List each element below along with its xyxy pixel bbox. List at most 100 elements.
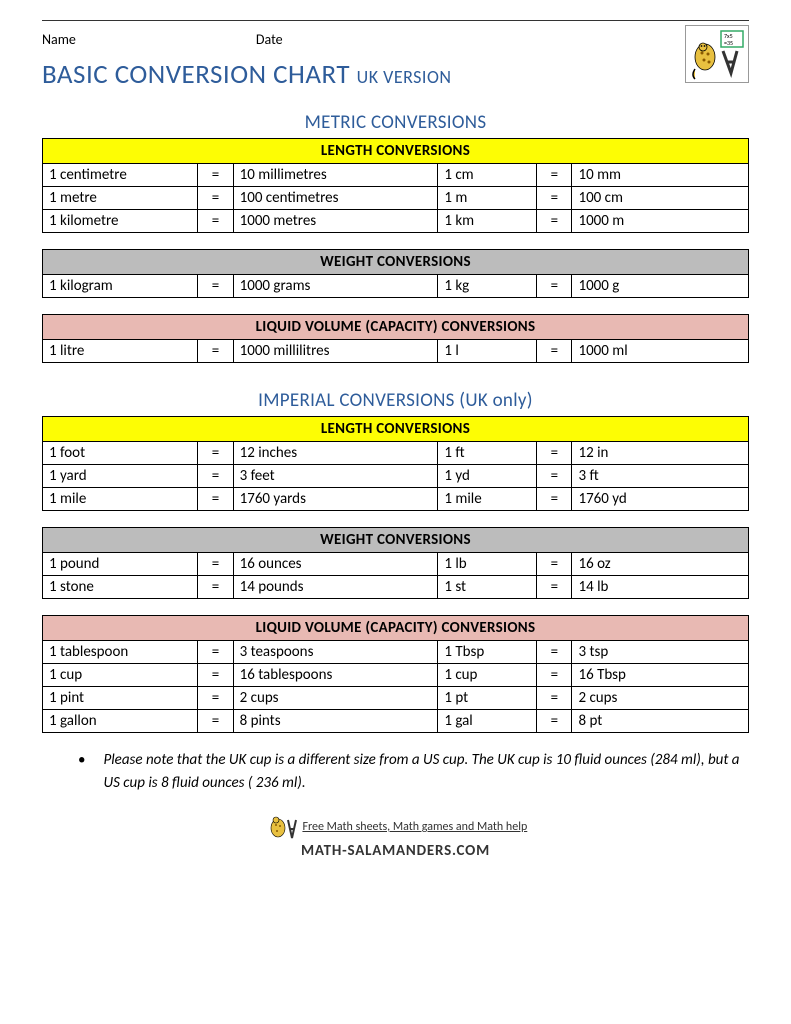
table-cell: = [537, 210, 572, 233]
table-cell: 3 teaspoons [233, 641, 438, 664]
conversion-table: LENGTH CONVERSIONS1 foot=12 inches1 ft=1… [42, 416, 749, 511]
table-cell: = [198, 340, 233, 363]
table-cell: 1 mile [43, 488, 198, 511]
table-cell: 1000 millilitres [233, 340, 438, 363]
section-heading: IMPERIAL CONVERSIONS (UK only) [42, 389, 749, 412]
table-header: WEIGHT CONVERSIONS [43, 528, 749, 553]
table-cell: = [537, 687, 572, 710]
table-row: 1 pint=2 cups1 pt=2 cups [43, 687, 749, 710]
table-cell: 1000 ml [572, 340, 749, 363]
table-cell: 1 kg [438, 275, 537, 298]
section-heading: METRIC CONVERSIONS [42, 111, 749, 134]
conversion-table: WEIGHT CONVERSIONS1 kilogram=1000 grams1… [42, 249, 749, 298]
table-row: 1 kilometre=1000 metres1 km=1000 m [43, 210, 749, 233]
table-cell: = [198, 641, 233, 664]
table-cell: 8 pt [572, 710, 749, 733]
header-row: Name Date 7x5 =35 [42, 29, 749, 48]
footer-site: MATH-SALAMANDERS.COM [301, 842, 490, 860]
table-cell: = [537, 164, 572, 187]
table-cell: 1000 grams [233, 275, 438, 298]
table-cell: = [198, 687, 233, 710]
table-cell: 8 pints [233, 710, 438, 733]
table-cell: 100 centimetres [233, 187, 438, 210]
table-cell: = [198, 275, 233, 298]
svg-text:=35: =35 [724, 39, 733, 47]
table-cell: = [198, 164, 233, 187]
table-header: LENGTH CONVERSIONS [43, 417, 749, 442]
salamander-logo-icon: 7x5 =35 [687, 27, 747, 81]
table-cell: 1000 g [572, 275, 749, 298]
logo-box: 7x5 =35 [685, 25, 749, 83]
table-cell: 1 pound [43, 553, 198, 576]
table-cell: 1 centimetre [43, 164, 198, 187]
conversion-table: LIQUID VOLUME (CAPACITY) CONVERSIONS1 li… [42, 314, 749, 363]
table-cell: 16 tablespoons [233, 664, 438, 687]
table-cell: = [537, 275, 572, 298]
table-cell: = [537, 553, 572, 576]
table-row: 1 centimetre=10 millimetres1 cm=10 mm [43, 164, 749, 187]
table-cell: = [198, 442, 233, 465]
table-cell: = [537, 710, 572, 733]
conversion-table: LIQUID VOLUME (CAPACITY) CONVERSIONS1 ta… [42, 615, 749, 733]
table-cell: 14 lb [572, 576, 749, 599]
table-cell: = [537, 641, 572, 664]
table-cell: 1000 metres [233, 210, 438, 233]
table-cell: 1 pint [43, 687, 198, 710]
table-cell: 1 ft [438, 442, 537, 465]
table-cell: 12 in [572, 442, 749, 465]
table-cell: 1 tablespoon [43, 641, 198, 664]
table-row: 1 cup=16 tablespoons1 cup=16 Tbsp [43, 664, 749, 687]
table-cell: 1 litre [43, 340, 198, 363]
table-cell: = [198, 210, 233, 233]
footer-tagline: Free Math sheets, Math games and Math he… [302, 820, 527, 834]
table-row: 1 metre=100 centimetres1 m=100 cm [43, 187, 749, 210]
table-cell: 1 foot [43, 442, 198, 465]
table-cell: 1 cup [438, 664, 537, 687]
table-cell: 1760 yards [233, 488, 438, 511]
table-cell: 1 gal [438, 710, 537, 733]
table-cell: 10 millimetres [233, 164, 438, 187]
table-cell: = [198, 553, 233, 576]
table-cell: = [198, 710, 233, 733]
table-cell: 1 lb [438, 553, 537, 576]
table-header: LIQUID VOLUME (CAPACITY) CONVERSIONS [43, 315, 749, 340]
table-row: 1 mile=1760 yards1 mile=1760 yd [43, 488, 749, 511]
table-cell: = [537, 576, 572, 599]
title-sub: UK VERSION [357, 66, 452, 88]
table-row: 1 foot=12 inches1 ft=12 in [43, 442, 749, 465]
table-cell: = [537, 488, 572, 511]
table-header: LIQUID VOLUME (CAPACITY) CONVERSIONS [43, 616, 749, 641]
table-cell: = [198, 187, 233, 210]
table-cell: 3 feet [233, 465, 438, 488]
table-cell: 14 pounds [233, 576, 438, 599]
name-label: Name [42, 31, 76, 48]
table-cell: 1 metre [43, 187, 198, 210]
table-cell: = [198, 576, 233, 599]
table-cell: 10 mm [572, 164, 749, 187]
table-cell: 12 inches [233, 442, 438, 465]
table-cell: = [198, 465, 233, 488]
top-rule [42, 20, 749, 21]
title-main: BASIC CONVERSION CHART [42, 58, 350, 91]
name-date-labels: Name Date [42, 29, 283, 48]
table-row: 1 litre=1000 millilitres1 l=1000 ml [43, 340, 749, 363]
table-cell: 1 gallon [43, 710, 198, 733]
table-cell: = [537, 187, 572, 210]
table-row: 1 kilogram=1000 grams1 kg=1000 g [43, 275, 749, 298]
table-cell: 1 stone [43, 576, 198, 599]
table-cell: 1 st [438, 576, 537, 599]
table-cell: 2 cups [233, 687, 438, 710]
table-row: 1 yard=3 feet1 yd=3 ft [43, 465, 749, 488]
table-cell: 1 cm [438, 164, 537, 187]
table-cell: 16 ounces [233, 553, 438, 576]
table-cell: = [198, 664, 233, 687]
table-cell: 16 oz [572, 553, 749, 576]
table-cell: 16 Tbsp [572, 664, 749, 687]
table-cell: 1 km [438, 210, 537, 233]
table-cell: 1 mile [438, 488, 537, 511]
table-cell: 1 kilometre [43, 210, 198, 233]
table-cell: 1760 yd [572, 488, 749, 511]
table-cell: = [537, 465, 572, 488]
table-cell: 1 l [438, 340, 537, 363]
table-cell: = [537, 664, 572, 687]
